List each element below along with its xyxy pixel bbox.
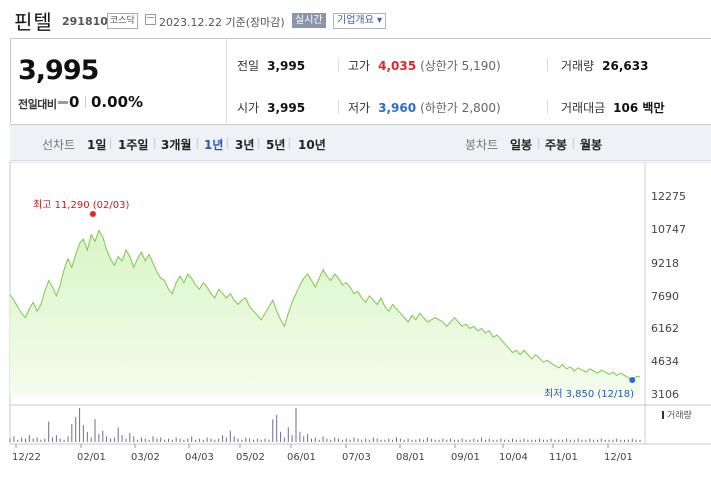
chart-period-bar: 선차트 1일 1주일 3개월 1년 3년 5년 10년 봉차트 일봉 주봉 월봉 [10,124,711,161]
current-price-panel: 3,995 전일대비 0 0.00% [11,39,227,123]
stock-code: 291810 [62,15,108,28]
calendar-icon [145,14,156,25]
volume-cell: 거래량 26,633 [561,57,648,74]
price-summary: 3,995 전일대비 0 0.00% 전일 3,995 고가 4,035 (상한가 5… [10,38,711,123]
reference-date: 2023.12.22 기준(장마감) [159,16,285,29]
divider [547,58,548,72]
candle-chart-label: 봉차트 [465,138,499,152]
divider [110,138,111,149]
volume-label: 거래량 [561,59,595,73]
max-price-marker [89,211,96,217]
x-tick: 09/01 [451,452,480,463]
period-10y[interactable]: 10년 [298,138,326,152]
max-price-annotation: 최고 11,290 (02/03) [33,200,130,211]
period-1w[interactable]: 1주일 [118,138,149,152]
stock-header: 핀텔 291810 코스닥 2023.12.22 기준(장마감) 실시간 기업개… [0,0,711,38]
period-1y[interactable]: 1년 [204,138,224,152]
y-tick: 10747 [651,223,686,236]
y-tick: 7690 [651,290,679,303]
open-label: 시가 [237,101,260,115]
prev-close-cell: 전일 3,995 [237,57,305,74]
period-3y[interactable]: 3년 [235,138,255,152]
change-label: 전일대비 [18,98,57,111]
divider [85,96,86,108]
stock-name: 핀텔 [14,10,53,34]
divider [538,138,539,149]
y-tick: 4634 [651,355,679,368]
line-chart-label: 선차트 [42,138,76,152]
x-tick: 10/04 [499,452,528,463]
period-5y[interactable]: 5년 [266,138,286,152]
amount-cell: 거래대금 106 백만 [561,99,664,116]
period-3m[interactable]: 3개월 [161,138,192,152]
divider [258,138,259,149]
high-value: 4,035 [378,59,417,73]
price-line [9,229,641,381]
y-tick: 12275 [651,190,686,203]
current-price: 3,995 [18,55,99,86]
candle-weekly[interactable]: 주봉 [545,138,568,152]
x-tick: 05/02 [236,452,265,463]
x-tick: 04/03 [185,452,214,463]
period-1d[interactable]: 1일 [87,138,107,152]
amount-value: 106 백만 [613,101,665,115]
x-tick: 02/01 [77,452,106,463]
upper-limit: (상한가 5,190) [420,59,501,73]
low-value: 3,960 [378,101,417,115]
divider [573,138,574,149]
min-price-annotation: 최저 3,850 (12/18) [544,389,635,400]
low-cell: 저가 3,960 (하한가 2,800) [348,99,501,116]
x-tick: 08/01 [396,452,425,463]
price-chart-svg [9,162,711,448]
divider [289,138,290,149]
divider [197,138,198,149]
divider [338,58,339,72]
high-cell: 고가 4,035 (상한가 5,190) [348,57,501,74]
y-tick: 9218 [651,257,679,270]
prev-close-value: 3,995 [267,59,306,73]
change-value: 0 [69,93,80,111]
divider [227,138,228,149]
x-tick: 11/01 [549,452,578,463]
candle-daily[interactable]: 일봉 [510,138,533,152]
volume-legend: 거래량 [662,408,692,421]
divider [547,100,548,114]
x-tick: 07/03 [342,452,371,463]
x-tick: 12/22 [12,452,41,463]
candle-monthly[interactable]: 월봉 [580,138,603,152]
realtime-button[interactable]: 실시간 [292,13,326,28]
flat-change-icon [58,101,68,104]
divider [338,100,339,114]
lower-limit: (하한가 2,800) [420,101,501,115]
market-badge: 코스닥 [107,13,138,29]
price-chart: 12275 10747 9218 7690 6162 4634 3106 최고 … [0,162,711,486]
price-area [10,230,640,396]
divider [154,138,155,149]
x-tick: 06/01 [287,452,316,463]
volume-value: 26,633 [602,59,649,73]
y-tick: 6162 [651,322,679,335]
open-value: 3,995 [267,101,306,115]
prev-close-label: 전일 [237,59,260,73]
x-tick: 12/01 [604,452,633,463]
low-label: 저가 [348,101,371,115]
x-tick: 03/02 [131,452,160,463]
change-percent: 0.00% [91,93,144,111]
amount-label: 거래대금 [561,101,606,115]
open-cell: 시가 3,995 [237,99,305,116]
company-info-button[interactable]: 기업개요 ▾ [333,13,386,29]
y-tick: 3106 [651,388,679,401]
high-label: 고가 [348,59,371,73]
min-price-marker [629,377,636,383]
